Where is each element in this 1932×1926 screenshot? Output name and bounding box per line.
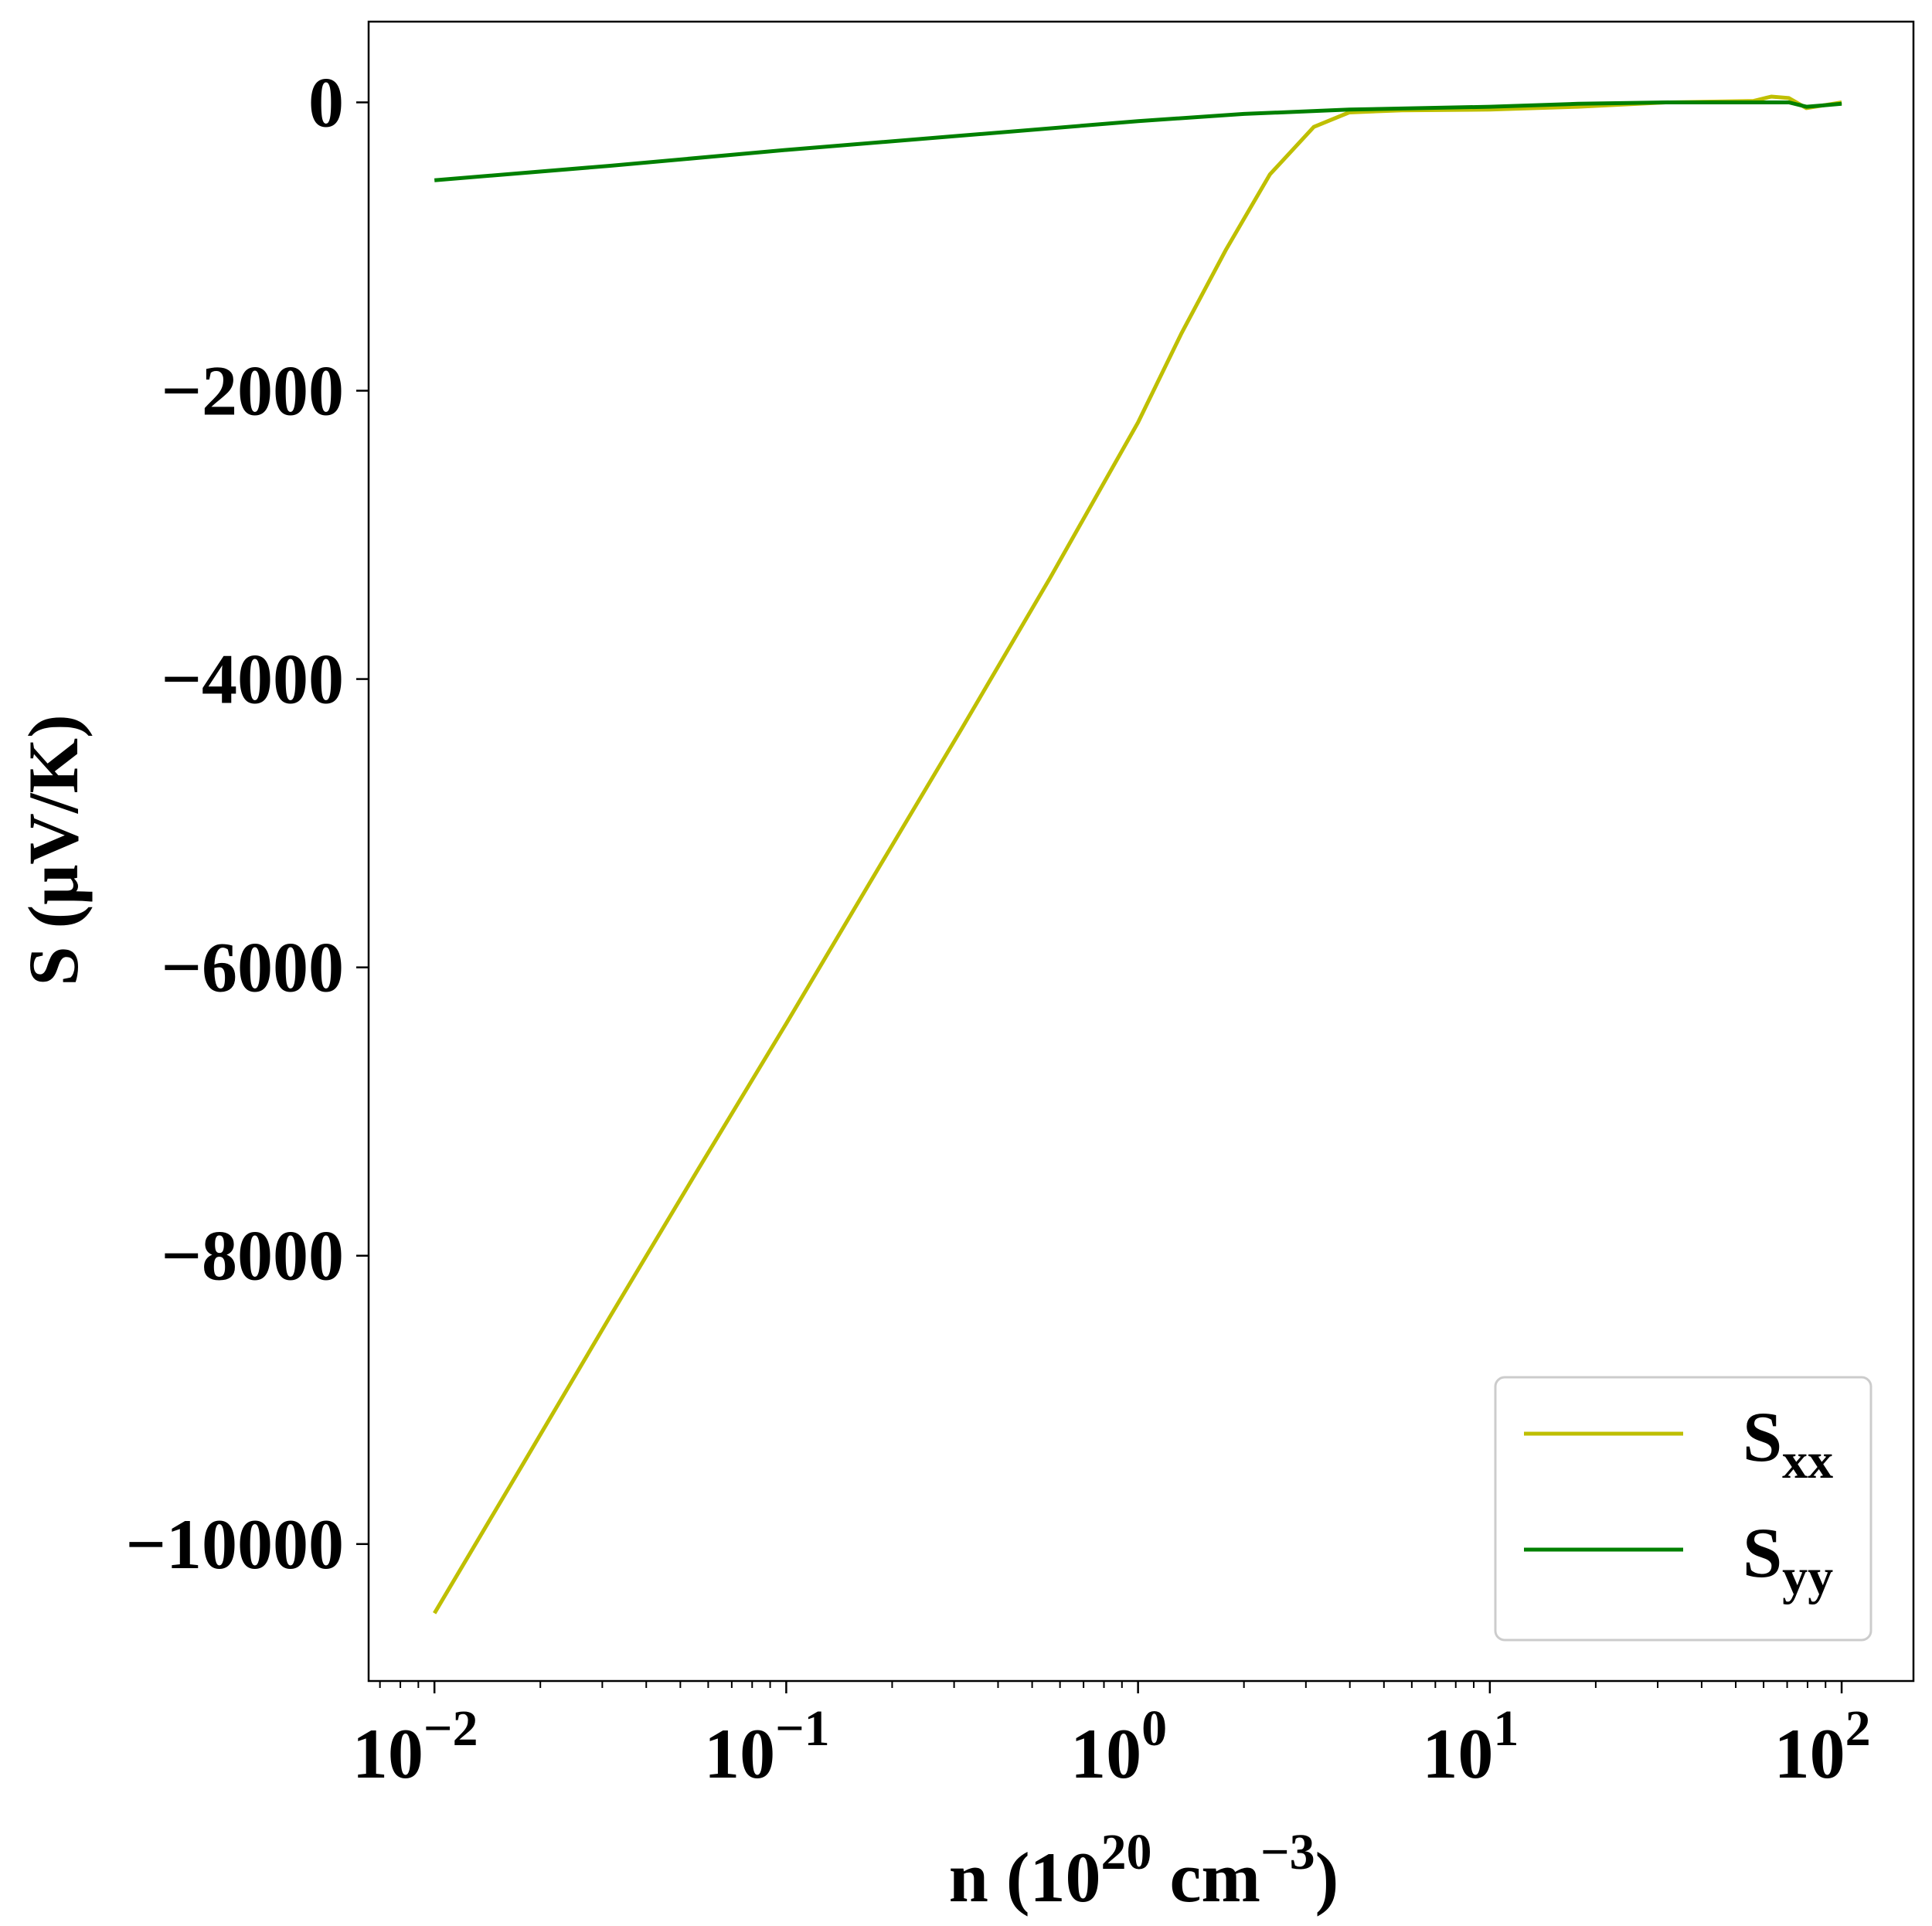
series-line-sxx [433, 94, 1842, 1615]
y-tick-label: −2000 [162, 352, 344, 430]
x-tick-label: 102 [1774, 1700, 1871, 1793]
x-tick-exponent: 2 [1845, 1700, 1871, 1757]
y-tick-label: −10000 [126, 1505, 344, 1584]
x-tick-base: 10 [1422, 1714, 1493, 1793]
x-tick-exponent: 0 [1141, 1700, 1167, 1757]
y-tick-label: −4000 [162, 640, 344, 719]
y-tick-label: −6000 [162, 928, 344, 1007]
y-tick-label: 0 [308, 63, 344, 141]
y-axis: 0 −2000 −4000 −6000 −8000 −10000 [126, 63, 369, 1584]
series-line-syy [434, 100, 1842, 182]
x-tick-base: 10 [352, 1714, 423, 1793]
legend-label-syy: Syy [1743, 1513, 1833, 1605]
legend-label-sxx: Sxx [1743, 1397, 1833, 1489]
x-tick-exponent: 1 [1493, 1700, 1519, 1757]
x-tick-label: 101 [1422, 1700, 1519, 1793]
x-tick-exponent: −2 [423, 1700, 478, 1757]
legend: Sxx Syy [1494, 1376, 1872, 1642]
y-axis-label: S (μV/K) [14, 714, 93, 985]
x-tick-exponent: −1 [775, 1700, 830, 1757]
legend-box [1494, 1376, 1872, 1642]
series-layer [433, 94, 1842, 1615]
x-tick-base: 10 [1070, 1714, 1141, 1793]
y-tick-label: −8000 [162, 1217, 344, 1295]
x-tick-label: 10−2 [352, 1700, 478, 1793]
x-axis: 10−2 10−1 100 101 102 [352, 1681, 1871, 1793]
x-axis-label: n (1020 cm−3) [949, 1824, 1339, 1917]
x-tick-base: 10 [1774, 1714, 1845, 1793]
x-tick-label: 10−1 [704, 1700, 830, 1793]
x-tick-label: 100 [1070, 1700, 1167, 1793]
x-tick-base: 10 [704, 1714, 775, 1793]
plot-frame [367, 20, 1915, 1683]
